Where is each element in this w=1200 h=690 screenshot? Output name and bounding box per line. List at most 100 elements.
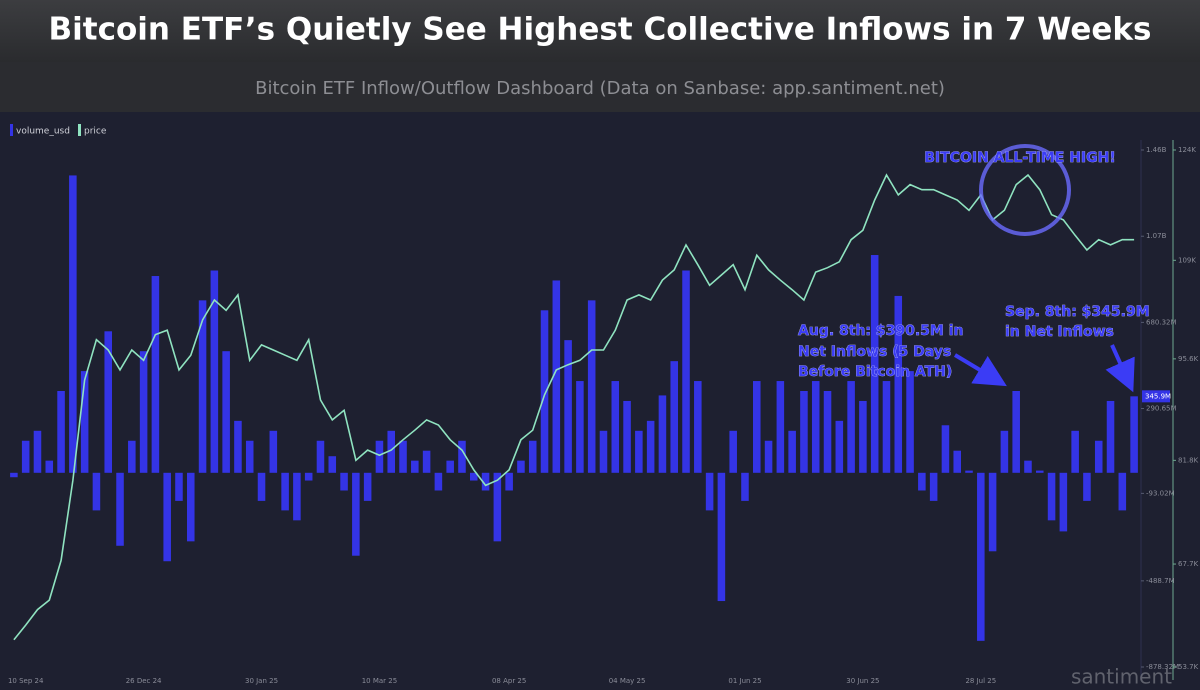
y-tick-label: 1.07B [1146, 232, 1167, 240]
bar [481, 472, 490, 491]
legend-label: price [84, 127, 107, 137]
y-tick-label: 680.32M [1146, 318, 1177, 326]
bar [1118, 472, 1127, 511]
bar [234, 420, 242, 473]
bar [859, 400, 867, 473]
bar [340, 472, 348, 491]
value-label: 345.9M [1145, 392, 1171, 400]
annotation: BITCOIN ALL-TIME HIGH! [924, 150, 1115, 166]
value-label-box [1142, 390, 1170, 403]
y-tick-label: -878.32M [1146, 663, 1179, 671]
bar [1024, 460, 1032, 473]
bar [823, 390, 832, 473]
bar [10, 472, 18, 478]
title-banner [0, 0, 1200, 62]
bar [587, 300, 596, 473]
y2-tick-label: 81.8K [1178, 456, 1199, 464]
bar [1071, 430, 1079, 473]
annotation: Aug. 8th: $390.5M in [798, 323, 963, 339]
bar [186, 472, 195, 542]
chart-subtitle: Bitcoin ETF Inflow/Outflow Dashboard (Da… [255, 78, 945, 99]
bar [788, 430, 796, 473]
bar [977, 472, 985, 641]
legend-label: volume_usd [16, 127, 70, 137]
annotation: Before Bitcoin ATH) [798, 364, 952, 380]
bar [941, 425, 950, 473]
bar [210, 270, 219, 473]
y-tick-label: 1.46B [1146, 146, 1167, 154]
bar [705, 472, 714, 511]
bar [1094, 440, 1103, 473]
line [13, 173, 1135, 641]
bar [304, 472, 313, 481]
bar [870, 255, 879, 473]
y-tick-label: -488.7M [1146, 577, 1175, 585]
bar [611, 381, 620, 473]
bar [882, 381, 891, 473]
bar [965, 470, 973, 473]
bar [953, 450, 962, 473]
bar [646, 420, 655, 473]
highlight-circle [979, 144, 1071, 236]
bar [894, 295, 903, 473]
x-tick-label: 26 Dec 24 [126, 677, 162, 685]
bar [116, 472, 124, 546]
bar [69, 175, 77, 473]
x-tick-label: 10 Sep 24 [8, 677, 44, 685]
bar [1047, 472, 1056, 521]
bar [92, 472, 101, 511]
bar [1083, 472, 1091, 501]
bar [528, 440, 537, 473]
bar [811, 381, 820, 473]
bar [776, 381, 785, 473]
bar [175, 472, 183, 501]
x-tick-label: 10 Mar 25 [362, 677, 397, 685]
x-tick-label: 04 May 25 [609, 677, 646, 685]
bar [57, 390, 65, 473]
annotation: Net Inflows (5 Days [798, 344, 951, 360]
annotation: in Net Inflows [1005, 324, 1114, 340]
legend-swatch [78, 124, 81, 136]
bar [245, 440, 254, 473]
bar [328, 456, 337, 473]
bar [741, 472, 749, 501]
y-tick-label: 290.65M [1146, 405, 1177, 413]
x-tick-label: 28 Jul 25 [965, 677, 996, 685]
annotation: Sep. 8th: $345.9M [1005, 304, 1150, 320]
bar [1106, 400, 1115, 473]
bar [422, 450, 431, 473]
bar [257, 472, 266, 501]
arrow [1105, 344, 1135, 393]
bar [222, 351, 230, 473]
plot: 1.46B 1.07B 680.32M 290.65M -93.02M -488.7M -8… [8, 146, 1199, 685]
arrow [953, 353, 1007, 387]
bar [128, 440, 136, 473]
bar [198, 300, 207, 473]
bar [163, 472, 171, 562]
bar [269, 430, 278, 473]
bar [599, 430, 608, 473]
bar [281, 472, 289, 511]
bar [576, 381, 584, 473]
bar [835, 420, 844, 473]
bar [316, 440, 325, 473]
bar [493, 472, 502, 542]
x-tick-label: 30 Jun 25 [846, 677, 879, 685]
bar [139, 351, 148, 473]
watermark: santiment [1071, 665, 1172, 689]
y2-tick-label: 95.6K [1178, 355, 1199, 363]
bar [918, 472, 926, 491]
x-tick-label: 08 Apr 25 [492, 677, 526, 685]
bar [293, 472, 301, 521]
y2-tick-label: 109K [1178, 256, 1196, 264]
bar [764, 440, 773, 473]
bar [694, 381, 702, 473]
legend-swatch [10, 124, 13, 136]
bar [505, 472, 513, 491]
bar [387, 430, 396, 473]
bar [399, 440, 407, 473]
bar [906, 371, 914, 473]
bar [517, 460, 525, 473]
chart-title: Bitcoin ETF’s Quietly See Highest Collec… [49, 12, 1152, 48]
